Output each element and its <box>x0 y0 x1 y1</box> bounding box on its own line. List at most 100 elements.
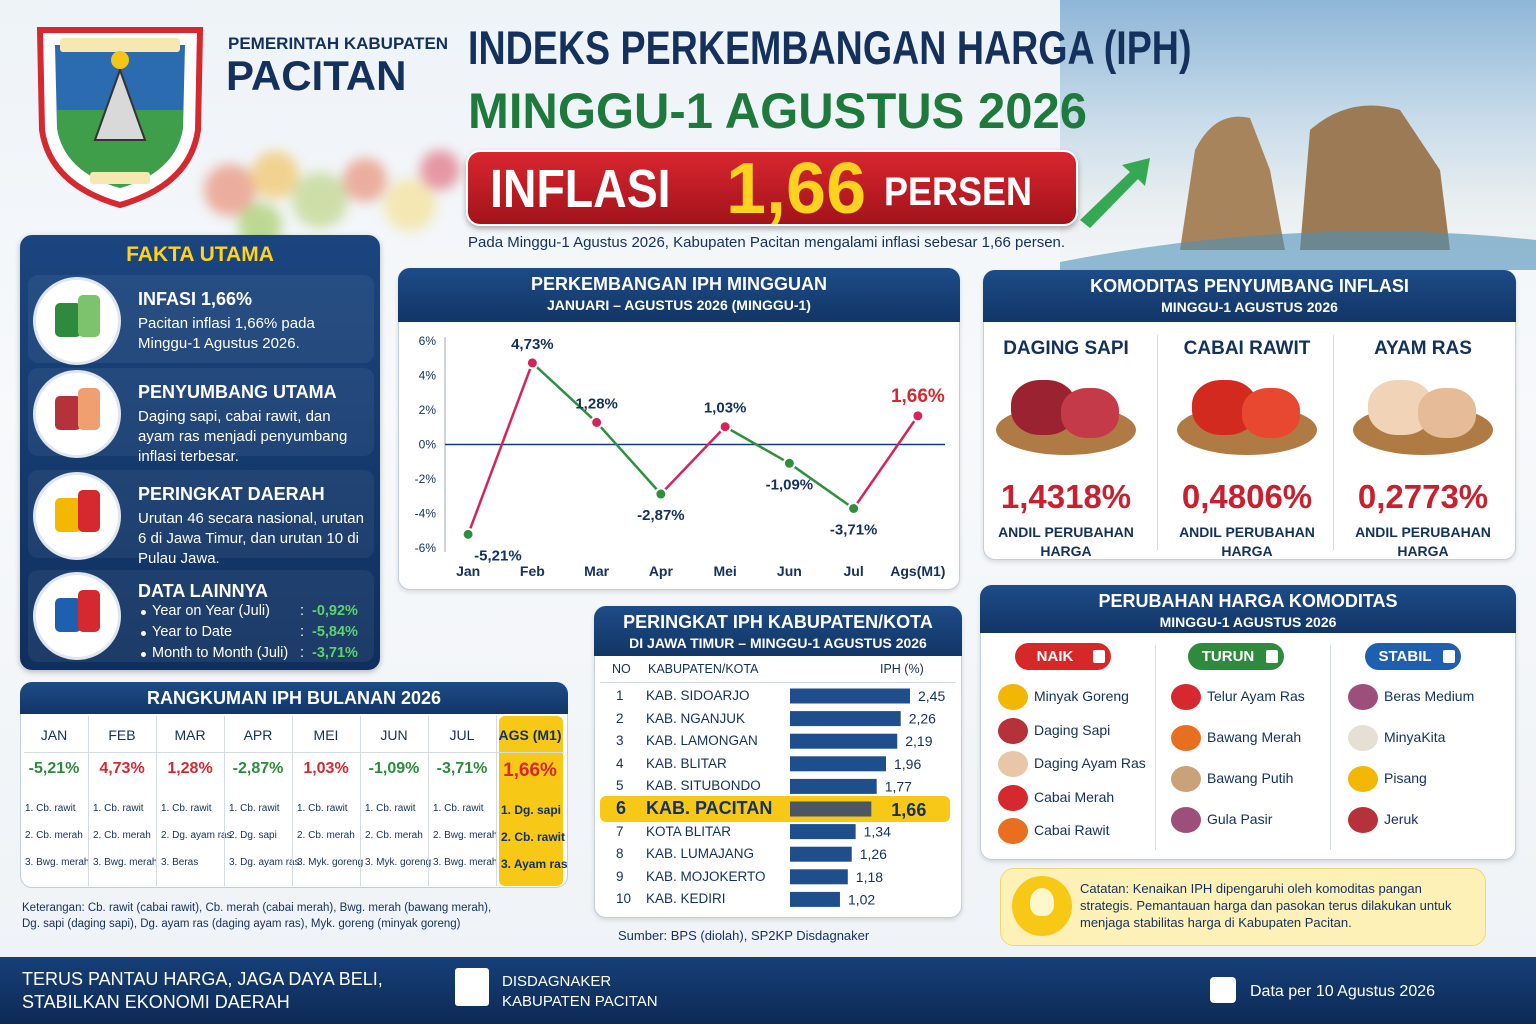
rank-name: KAB. SIDOARJO <box>646 687 750 703</box>
item-name: Bawang Merah <box>1207 729 1302 745</box>
col-divider <box>292 716 293 886</box>
weekly-panel-header <box>398 268 960 322</box>
fakta-heading: PENYUMBANG UTAMA <box>138 382 337 402</box>
other-value: -5,84% <box>312 624 358 640</box>
column-header: KABUPATEN/KOTA <box>648 662 759 676</box>
rank-no: 4 <box>616 755 624 771</box>
item-name: Gula Pasir <box>1207 811 1273 827</box>
rangkuman-panel <box>20 682 568 888</box>
rank-no: 5 <box>616 778 624 794</box>
fakta-text: Daging sapi, cabai rawit, dan ayam ras m… <box>138 408 348 465</box>
rank-name: KAB. SITUBONDO <box>646 778 761 794</box>
footer <box>0 957 1536 1024</box>
item-icon <box>1171 725 1201 751</box>
other-heading: DATA LAINNYA <box>138 581 268 601</box>
col-divider <box>360 716 361 886</box>
komoditas-name: AYAM RAS <box>1374 338 1472 359</box>
month-item: 2. Cb. merah <box>93 830 151 841</box>
item-icon <box>998 818 1028 844</box>
fakta-icon-a <box>55 303 81 337</box>
fakta-icon <box>33 472 121 560</box>
banner-unit: PERSEN <box>884 170 1033 214</box>
perubahan-panel-title: PERUBAHAN HARGA KOMODITAS <box>1098 591 1398 611</box>
item-icon <box>1348 807 1378 833</box>
bullet <box>141 610 146 615</box>
item-icon <box>1171 766 1201 792</box>
fakta-icon-b <box>78 295 100 337</box>
month-item: 2. Bwg. merah <box>433 830 498 841</box>
slogan-line1: TERUS PANTAU HARGA, JAGA DAYA BELI, <box>22 969 383 989</box>
ranking-panel-subtitle: DI JAWA TIMUR – MINGGU-1 AGUSTUS 2026 <box>629 635 927 651</box>
other-label: Year to Date <box>152 624 233 640</box>
komoditas-panel-subtitle: MINGGU-1 AGUSTUS 2026 <box>1161 299 1338 315</box>
food-b <box>1242 388 1300 438</box>
column-header: IPH (%) <box>880 662 924 676</box>
month-item: 1. Cb. rawit <box>297 803 348 814</box>
komoditas-label: ANDIL PERUBAHAN HARGA <box>1179 524 1315 559</box>
item-icon <box>998 717 1028 744</box>
month-value: -5,21% <box>28 760 80 777</box>
month-item: 3. Ayam ras <box>501 857 568 871</box>
month-item: 3. Dg. ayam ras <box>229 857 300 868</box>
fakta-icon-a <box>55 498 81 532</box>
item-name: Daging Sapi <box>1034 721 1111 738</box>
food-b <box>1061 388 1119 438</box>
other-value: -0,92% <box>312 603 358 619</box>
item-icon <box>998 684 1028 710</box>
month-value: -1,09% <box>368 760 420 777</box>
item-name: Jeruk <box>1384 811 1419 827</box>
weekly-panel-title: PERKEMBANGAN IPH MINGGUAN <box>530 274 827 294</box>
item-icon <box>1348 725 1378 751</box>
fakta-icon-b <box>78 590 100 632</box>
month-value: 4,73% <box>99 760 145 777</box>
highlight-col <box>499 716 563 886</box>
other-value: -3,71% <box>312 645 358 661</box>
month-value: -2,87% <box>232 760 284 777</box>
month-item: 1. Cb. rawit <box>161 803 212 814</box>
month-item: 1. Cb. rawit <box>433 803 484 814</box>
col-divider <box>88 716 89 886</box>
rank-no: 6 <box>616 798 627 819</box>
food-b <box>1418 388 1476 438</box>
komoditas-label: ANDIL PERUBAHAN HARGA <box>1355 524 1491 559</box>
month-label: JUL <box>449 727 475 743</box>
month-label: MEI <box>313 727 339 743</box>
column-header: NO <box>612 662 631 676</box>
rank-name: KAB. LUMAJANG <box>646 846 755 862</box>
catatan-box <box>1000 868 1486 946</box>
month-label: AGS (M1) <box>498 727 562 743</box>
komoditas-panel-header <box>983 270 1516 322</box>
rank-no: 9 <box>616 868 624 884</box>
month-item: 3. Bwg. merah <box>25 857 90 868</box>
month-value: 1,03% <box>303 760 349 777</box>
org-icon <box>455 968 489 1006</box>
month-item: 2. Cb. merah <box>365 830 423 841</box>
komoditas-panel-title: KOMODITAS PENYUMBANG INFLASI <box>1090 276 1409 296</box>
fakta-title: FAKTA UTAMA <box>126 243 274 266</box>
rank-name: KAB. MOJOKERTO <box>646 868 766 884</box>
month-label: MAR <box>174 727 206 743</box>
rank-name: KAB. KEDIRI <box>646 891 726 907</box>
month-item: 1. Cb. rawit <box>25 803 76 814</box>
month-value: 1,28% <box>167 760 213 777</box>
rangkuman-note: Keterangan: Cb. rawit (cabai rawit), Cb.… <box>22 902 492 930</box>
bulb-glass <box>1030 888 1054 916</box>
weekly-panel-subtitle: JANUARI – AGUSTUS 2026 (MINGGU-1) <box>547 297 811 313</box>
ranking-panel-header <box>594 606 962 656</box>
col-divider <box>224 716 225 886</box>
banner <box>466 150 1078 226</box>
divider <box>1155 645 1156 850</box>
col-divider <box>428 716 429 886</box>
rank-no: 2 <box>616 710 624 726</box>
month-item: 2. Cb. rawit <box>501 830 566 844</box>
month-item: 3. Bwg. merah <box>93 857 158 868</box>
rank-name: KOTA BLITAR <box>646 823 732 839</box>
fakta-text: Pacitan inflasi 1,66% pada Minggu-1 Agus… <box>138 315 315 352</box>
rank-no: 3 <box>616 733 624 749</box>
header-rule <box>600 682 956 683</box>
badge-label: TURUN <box>1201 648 1255 665</box>
slogan-line2: STABILKAN EKONOMI DAERAH <box>22 992 290 1012</box>
komoditas-value: 1,4318% <box>1000 478 1132 515</box>
sky-backdrop <box>1060 0 1536 270</box>
month-value: 1,66% <box>503 760 557 781</box>
